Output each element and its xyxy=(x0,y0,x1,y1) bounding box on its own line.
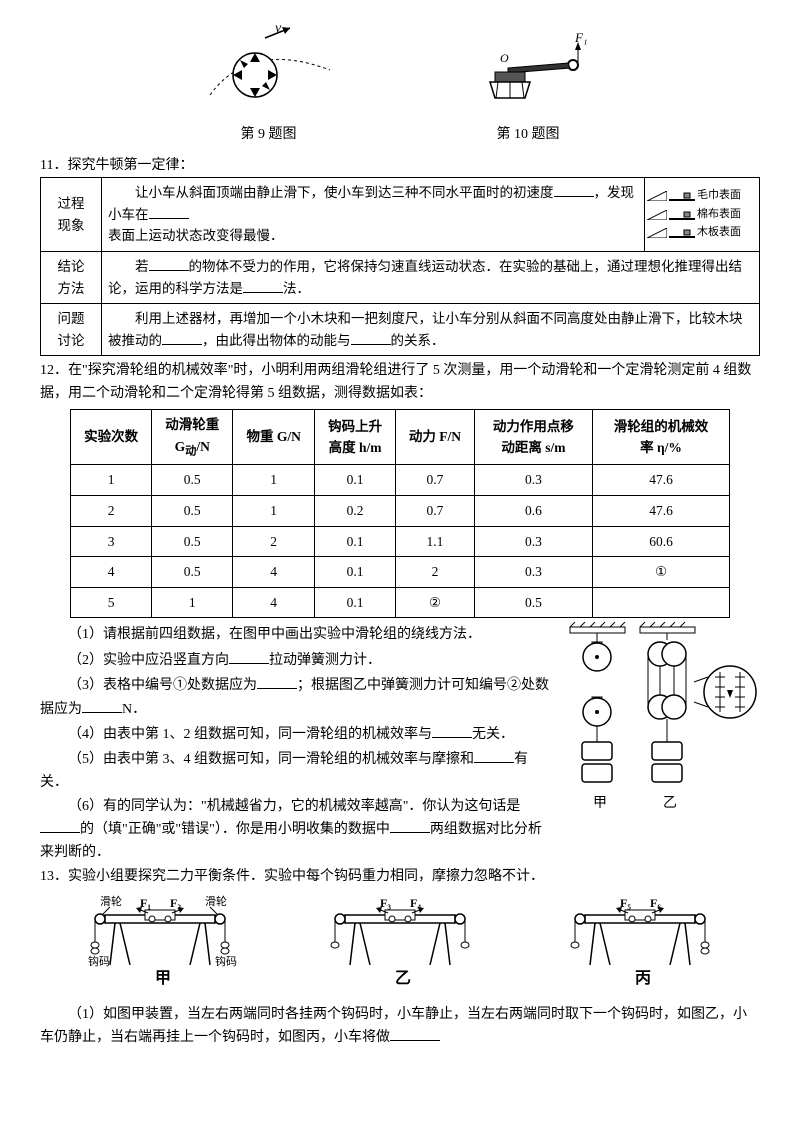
svg-text:甲: 甲 xyxy=(155,969,171,987)
svg-text:乙: 乙 xyxy=(395,970,411,987)
svg-text:滑轮: 滑轮 xyxy=(100,895,122,908)
svg-text:F₁: F₁ xyxy=(574,30,587,45)
table-row: 20.510.20.70.647.6 xyxy=(71,495,730,526)
q11-row3-content: 利用上述器材，再增加一个小木块和一把刻度尺，让小车分别从斜面不同高度处由静止滑下… xyxy=(102,304,760,356)
q11-row3-label: 问题讨论 xyxy=(41,304,102,356)
blank[interactable] xyxy=(390,818,430,833)
svg-text:滑轮: 滑轮 xyxy=(205,895,227,908)
q13-intro: 13．实验小组要探究二力平衡条件．实验中每个钩码重力相同，摩擦力忽略不计． xyxy=(40,866,760,888)
svg-text:钩码: 钩码 xyxy=(88,954,110,968)
table-row: 30.520.11.10.360.6 xyxy=(71,526,730,557)
figure-9: v xyxy=(200,20,340,118)
blank[interactable] xyxy=(432,723,472,738)
q12-data-table: 实验次数 动滑轮重G动/N 物重 G/N 钩码上升高度 h/m 动力 F/N 动… xyxy=(70,409,730,618)
blank[interactable] xyxy=(351,330,391,345)
fig9-caption: 第 9 题图 xyxy=(241,124,297,146)
blank[interactable] xyxy=(82,698,122,713)
blank[interactable] xyxy=(257,674,297,689)
table-row: 40.540.120.3① xyxy=(71,557,730,588)
figure-captions: 第 9 题图 第 10 题图 xyxy=(40,124,760,146)
col-header: 动力 F/N xyxy=(396,410,475,465)
blank[interactable] xyxy=(554,183,594,198)
col-header: 动力作用点移动距离 s/m xyxy=(474,410,592,465)
col-header: 钩码上升高度 h/m xyxy=(315,410,396,465)
svg-text:O: O xyxy=(500,51,509,65)
figure-row-9-10: v F₁ O xyxy=(40,20,760,118)
q13-fig-jia: 滑轮F₁F₂滑轮 钩码钩码 甲 xyxy=(70,895,250,998)
col-header: 实验次数 xyxy=(71,410,152,465)
q13-fig-yi: F₃F₄ 乙 xyxy=(310,895,490,998)
q13-figures: 滑轮F₁F₂滑轮 钩码钩码 甲 F₃F₄ xyxy=(40,895,760,998)
figure-10: F₁ O xyxy=(460,30,600,118)
table-header-row: 实验次数 动滑轮重G动/N 物重 G/N 钩码上升高度 h/m 动力 F/N 动… xyxy=(71,410,730,465)
blank[interactable] xyxy=(149,204,189,219)
q11-row1-label: 过程现象 xyxy=(41,178,102,252)
q11-row2-label: 结论方法 xyxy=(41,251,102,303)
q11-title: 11．探究牛顿第一定律： xyxy=(40,155,760,177)
blank[interactable] xyxy=(229,649,269,664)
table-row: 10.510.10.70.347.6 xyxy=(71,465,730,496)
q11-row1-content: 让小车从斜面顶端由静止滑下，使小车到达三种不同水平面时的初速度，发现小车在表面上… xyxy=(102,178,645,252)
svg-text:丙: 丙 xyxy=(635,969,651,987)
col-header: 滑轮组的机械效率 η/% xyxy=(593,410,730,465)
svg-text:甲: 甲 xyxy=(593,796,607,811)
col-header: 物重 G/N xyxy=(233,410,315,465)
q11-table: 过程现象 让小车从斜面顶端由静止滑下，使小车到达三种不同水平面时的初速度，发现小… xyxy=(40,177,760,356)
q13-p1: （1）如图甲装置，当左右两端同时各挂两个钩码时，小车静止，当左右两端同时取下一个… xyxy=(40,1004,760,1050)
blank[interactable] xyxy=(243,278,283,293)
q13-fig-bing: F₅F₆ 丙 xyxy=(550,895,730,998)
q11-row2-content: 若的物体不受力的作用，它将保持匀速直线运动状态．在实验的基础上，通过理想化推理得… xyxy=(102,251,760,303)
svg-text:钩码: 钩码 xyxy=(215,954,237,968)
blank[interactable] xyxy=(162,330,202,345)
col-header: 动滑轮重G动/N xyxy=(152,410,233,465)
fig10-caption: 第 10 题图 xyxy=(497,124,560,146)
table-row: 5140.1②0.5 xyxy=(71,587,730,618)
q12-intro: 12．在"探究滑轮组的机械效率"时，小明利用两组滑轮组进行了 5 次测量，用一个… xyxy=(40,360,760,405)
blank[interactable] xyxy=(390,1026,440,1041)
q11-surfaces: 毛巾表面 棉布表面 木板表面 xyxy=(645,178,760,252)
blank[interactable] xyxy=(149,256,189,271)
svg-text:乙: 乙 xyxy=(663,795,677,811)
q12-pulley-figure: 甲 乙 xyxy=(560,622,760,830)
blank[interactable] xyxy=(474,748,514,763)
blank[interactable] xyxy=(40,818,80,833)
